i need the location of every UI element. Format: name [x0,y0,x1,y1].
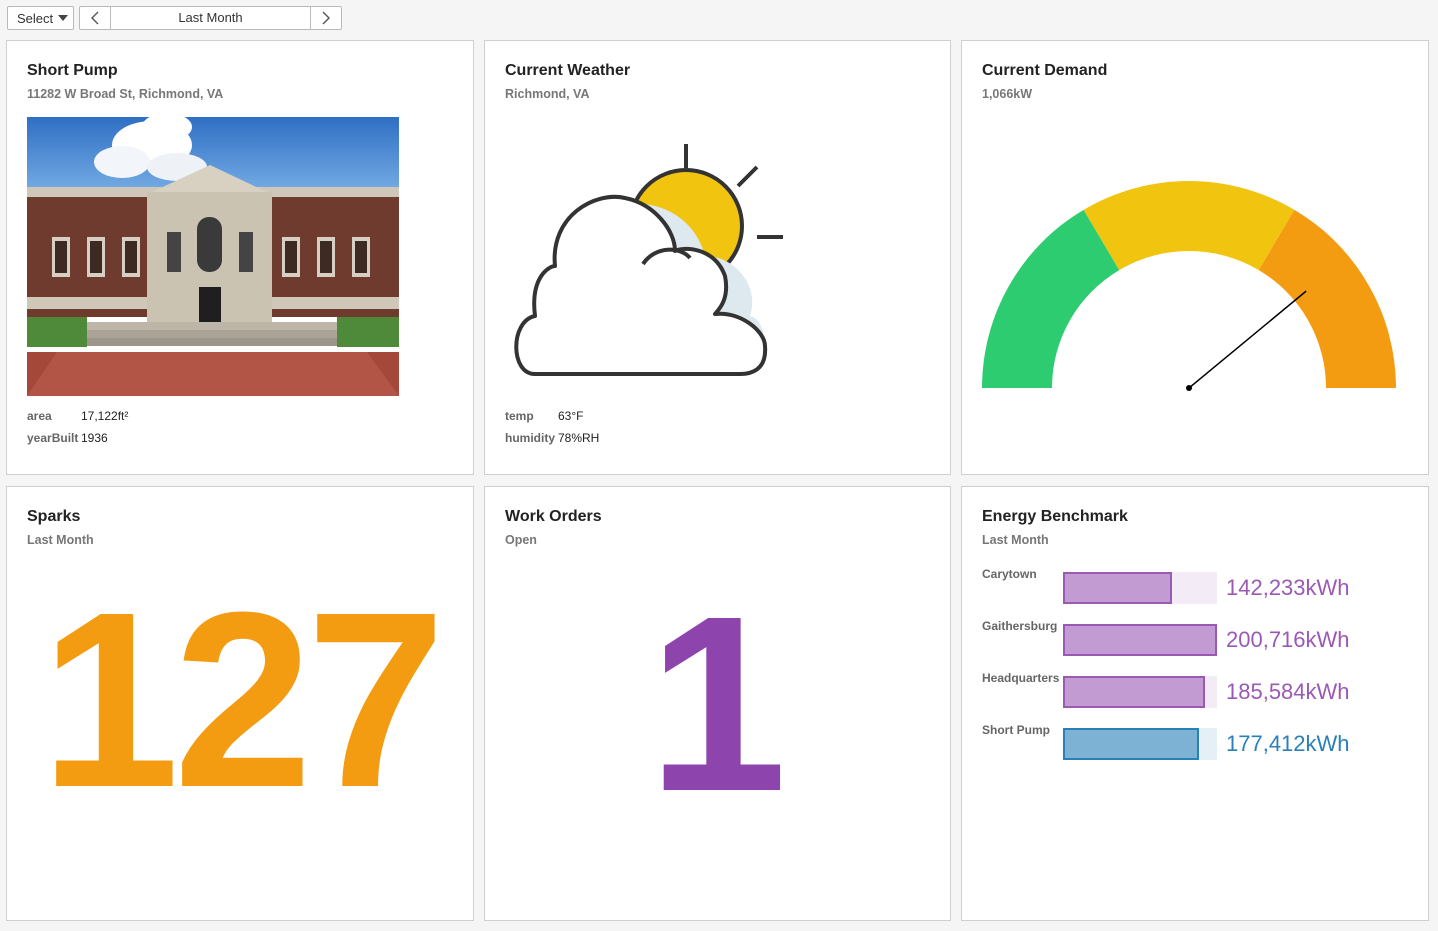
benchmark-label: Short Pump [982,723,1050,737]
weather-location: Richmond, VA [505,87,590,101]
chevron-right-icon[interactable] [310,7,341,29]
sparks-subtitle: Last Month [27,533,94,547]
gauge-segment-yellow [1083,181,1295,271]
chevron-left-icon[interactable] [80,7,111,29]
work-orders-count: 1 [647,564,788,843]
area-label: area [27,409,52,423]
benchmark-row: Gaithersburg 200,716kWh [982,619,1412,659]
work-orders-subtitle: Open [505,533,537,547]
benchmark-row: Carytown 142,233kWh [982,567,1412,607]
partly-cloudy-icon [514,144,783,376]
select-label: Select [17,10,54,26]
benchmark-bar[interactable] [1063,572,1173,604]
weather-card[interactable]: Current Weather Richmond, VA temp 63°F h… [484,40,951,475]
benchmark-track [1063,624,1217,656]
benchmark-track [1063,572,1217,604]
humidity-label: humidity [505,431,555,445]
benchmark-subtitle: Last Month [982,533,1049,547]
building-photo [27,117,399,396]
gauge-needle [1188,290,1307,389]
benchmark-row: Headquarters 185,584kWh [982,671,1412,711]
benchmark-row: Short Pump 177,412kWh [982,723,1412,763]
site-title: Short Pump [27,62,118,79]
benchmark-value: 142,233kWh [1226,575,1350,600]
sparks-card[interactable]: Sparks Last Month 127 [6,486,474,921]
benchmark-bar[interactable] [1063,728,1200,760]
benchmark-value: 200,716kWh [1226,627,1350,652]
humidity-value: 78%RH [558,431,600,445]
temp-row: temp 63°F [505,409,583,423]
toolbar: Select Last Month [7,6,342,30]
site-address: 11282 W Broad St, Richmond, VA [27,87,224,101]
work-orders-card[interactable]: Work Orders Open 1 [484,486,951,921]
year-value: 1936 [81,431,108,445]
caret-down-icon [58,15,69,21]
benchmark-track [1063,676,1217,708]
gauge-needle-hub [1186,385,1192,391]
temp-value: 63°F [558,409,584,423]
area-row: area 17,122ft² [27,409,128,423]
work-orders-title: Work Orders [505,508,602,525]
gauge-segment-orange [1258,209,1396,388]
benchmark-label: Carytown [982,567,1037,581]
benchmark-label: Gaithersburg [982,619,1058,633]
benchmark-label: Headquarters [982,671,1060,685]
date-range-picker: Last Month [79,6,342,30]
demand-value: 1,066kW [982,87,1033,101]
select-dropdown[interactable]: Select [7,6,74,30]
year-label: yearBuilt [27,431,79,445]
benchmark-title: Energy Benchmark [982,508,1128,525]
site-card[interactable]: Short Pump 11282 W Broad St, Richmond, V… [6,40,474,475]
benchmark-value: 177,412kWh [1226,731,1350,756]
weather-title: Current Weather [505,62,631,79]
benchmark-bar[interactable] [1063,624,1217,656]
area-value: 17,122ft² [81,409,129,423]
benchmark-card[interactable]: Energy Benchmark Last Month Carytown 142,… [961,486,1429,921]
benchmark-bar[interactable] [1063,676,1206,708]
benchmark-value: 185,584kWh [1226,679,1350,704]
benchmark-track [1063,728,1217,760]
demand-card[interactable]: Current Demand 1,066kW [961,40,1429,475]
demand-gauge [982,181,1396,391]
sparks-count: 127 [40,560,445,839]
year-row: yearBuilt 1936 [27,431,108,445]
sparks-title: Sparks [27,508,81,525]
humidity-row: humidity 78%RH [505,431,599,445]
demand-title: Current Demand [982,62,1108,79]
date-range-label[interactable]: Last Month [178,10,243,25]
gauge-segment-green [982,209,1120,388]
temp-label: temp [505,409,534,423]
